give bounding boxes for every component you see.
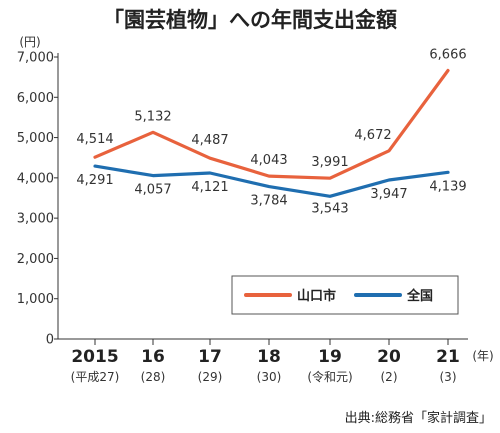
x-tick-sublabel: (令和元) (307, 369, 352, 384)
legend-label: 全国 (406, 288, 433, 304)
series-line-national (93, 164, 450, 198)
data-label-yamaguchi: 4,672 (354, 128, 391, 143)
y-tick-label: 6,000 (17, 91, 54, 106)
legend-label: 山口市 (297, 288, 336, 304)
series-line-yamaguchi (93, 68, 450, 180)
x-tick-sublabel: (平成27) (71, 370, 120, 384)
y-tick-label: 0 (46, 333, 54, 348)
data-label-yamaguchi: 4,487 (191, 133, 228, 148)
data-label-yamaguchi: 5,132 (134, 109, 171, 124)
data-label-yamaguchi: 4,514 (76, 132, 113, 147)
x-tick-label: 20 (377, 347, 401, 367)
data-labels-layer: 4,514 5,132 4,487 4,043 3,991 4,672 6,666 4,291… (76, 47, 466, 216)
y-tick-label: 4,000 (17, 171, 54, 186)
data-label-national: 3,543 (311, 201, 348, 216)
x-tick-label: 19 (318, 347, 342, 367)
series-layer (93, 68, 450, 198)
x-tick-label: 21 (436, 347, 460, 367)
chart-axes: 0 1,000 2,000 3,000 4,000 5,000 6,000 7,000 2015… (17, 51, 468, 384)
x-tick-label: 16 (141, 347, 165, 367)
data-label-national: 3,784 (250, 194, 287, 209)
x-tick-sublabel: (2) (381, 370, 398, 384)
y-tick-label: 1,000 (17, 292, 54, 307)
y-axis-unit: (円) (19, 35, 40, 49)
x-tick-sublabel: (28) (141, 370, 166, 384)
data-label-national: 3,947 (370, 187, 407, 202)
x-tick-label: 2015 (71, 347, 118, 367)
data-label-yamaguchi: 4,043 (250, 153, 287, 168)
data-label-national: 4,057 (134, 183, 171, 198)
source-note: 出典:総務省「家計調査」 (345, 410, 492, 426)
chart-title: 「園芸植物」への年間支出金額 (103, 8, 397, 32)
x-tick-label: 18 (257, 347, 281, 367)
y-tick-label: 5,000 (17, 131, 54, 146)
data-label-national: 4,291 (76, 173, 113, 188)
x-tick-sublabel: (30) (257, 370, 282, 384)
data-label-national: 4,121 (191, 180, 228, 195)
y-tick-label: 2,000 (17, 252, 54, 267)
data-label-yamaguchi: 6,666 (429, 47, 466, 62)
x-tick-sublabel: (3) (440, 370, 457, 384)
data-label-yamaguchi: 3,991 (311, 155, 348, 170)
y-tick-label: 7,000 (17, 51, 54, 66)
x-axis-unit: (年) (472, 349, 493, 363)
data-label-national: 4,139 (429, 179, 466, 194)
x-tick-sublabel: (29) (198, 370, 223, 384)
y-tick-label: 3,000 (17, 212, 54, 227)
x-tick-label: 17 (198, 347, 222, 367)
legend: 山口市 全国 (231, 275, 459, 315)
